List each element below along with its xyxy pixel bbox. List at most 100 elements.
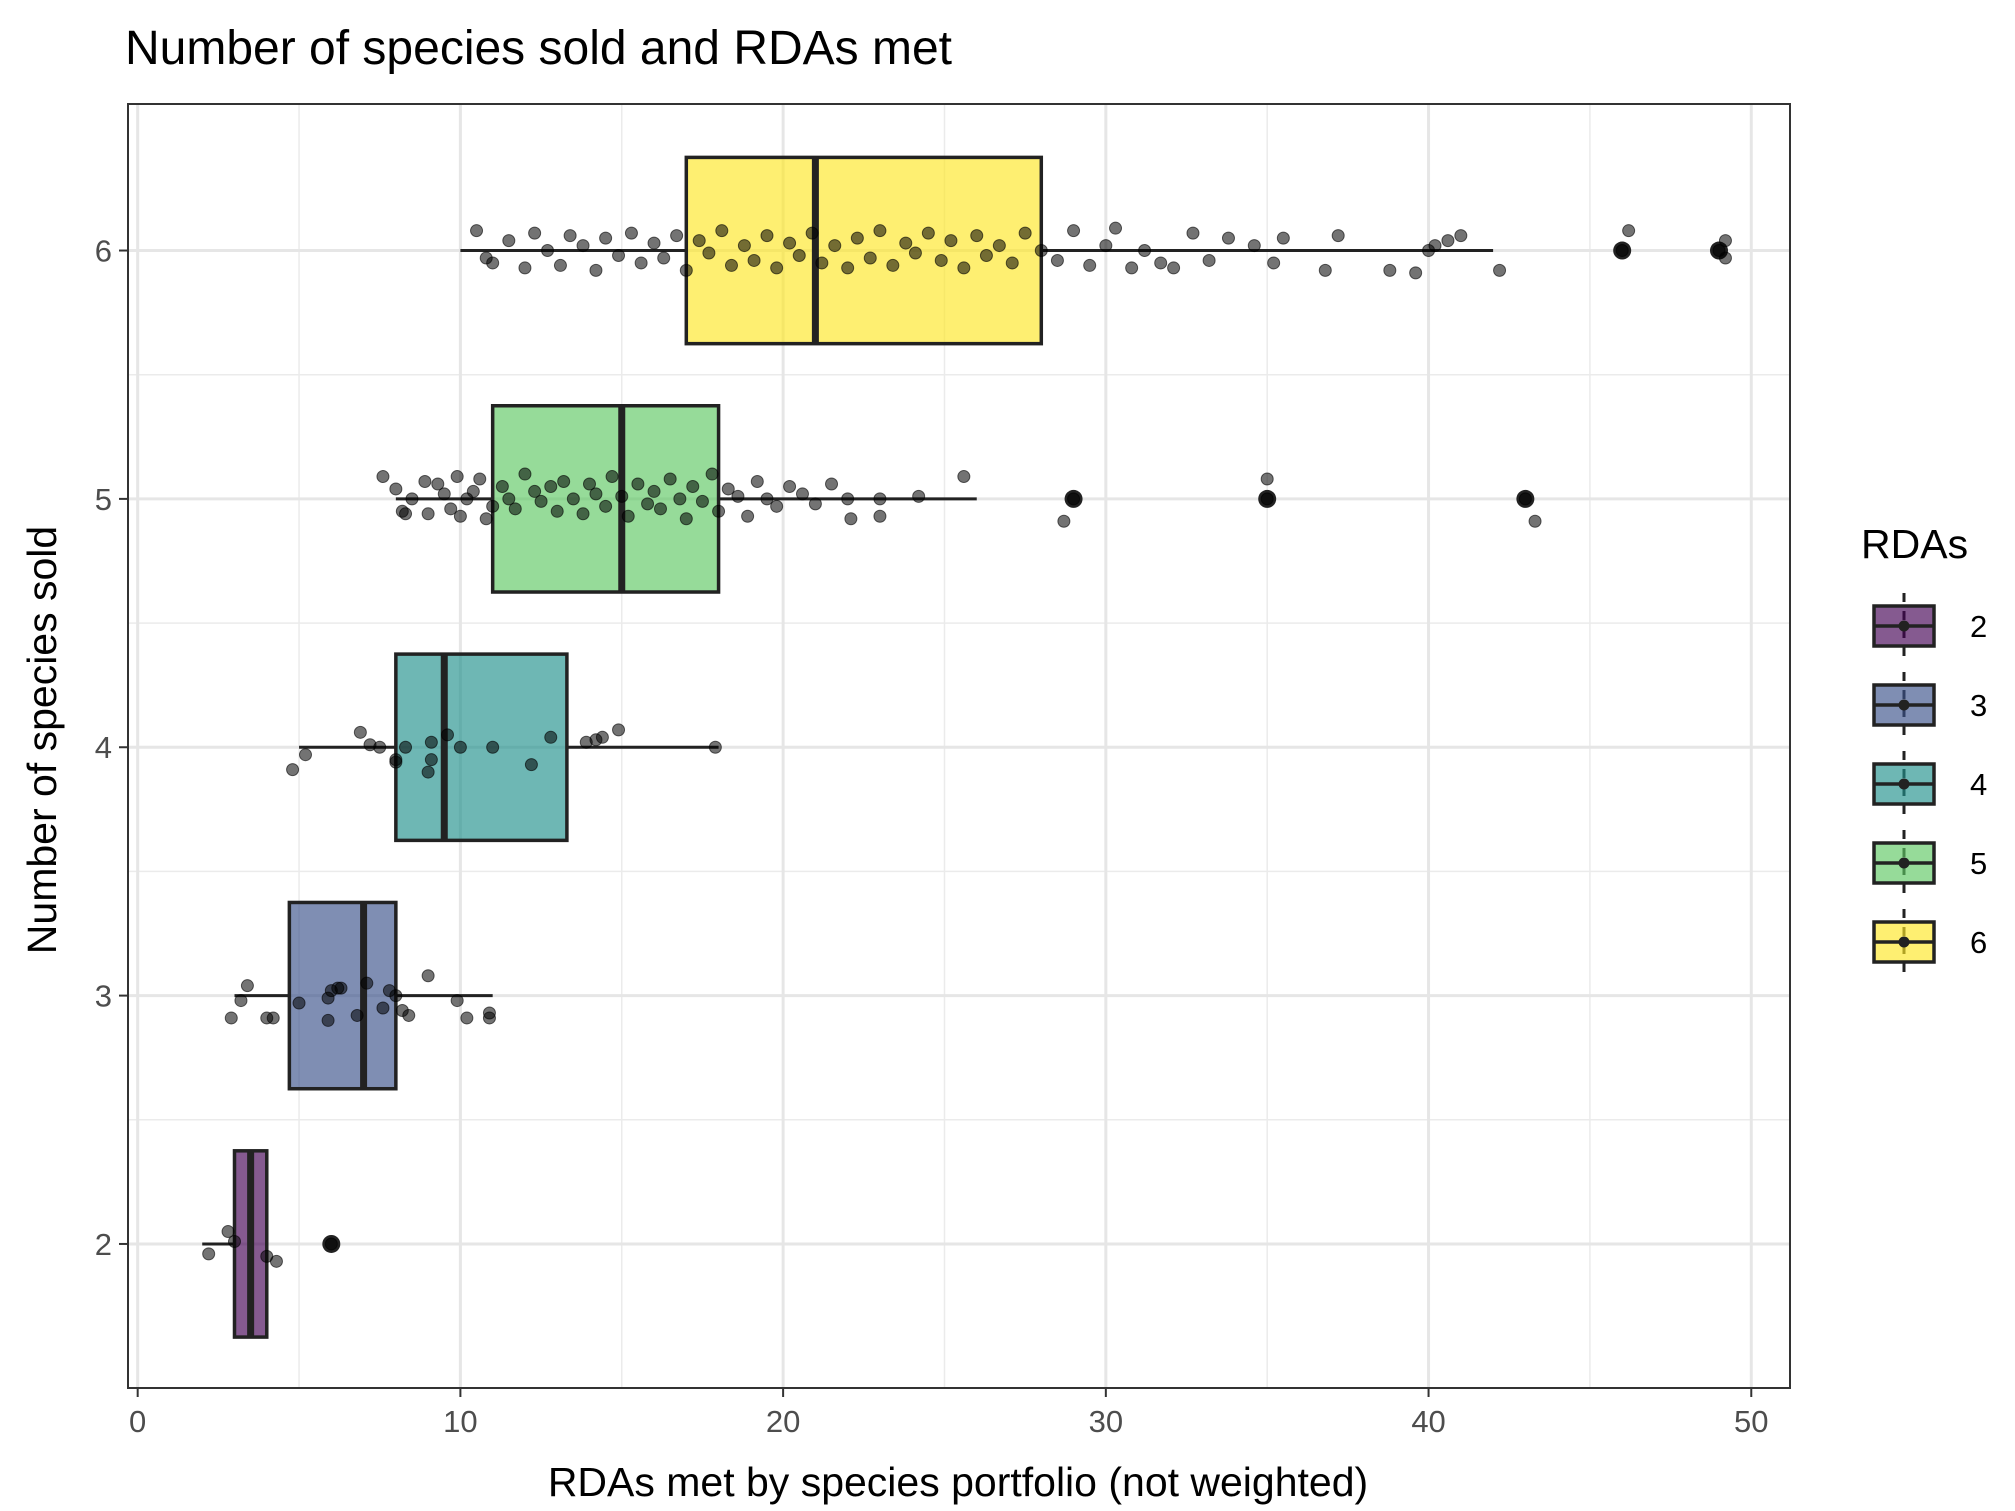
legend-key-point — [1898, 857, 1910, 869]
jitter-point — [737, 239, 751, 253]
jitter-point — [1331, 229, 1345, 243]
jitter-point — [741, 509, 755, 523]
jitter-point — [1718, 251, 1732, 265]
jitter-point — [550, 504, 564, 518]
jitter-point — [1057, 514, 1071, 528]
jitter-point — [805, 226, 819, 240]
jitter-point — [470, 224, 484, 238]
legend-key-point — [1898, 620, 1910, 632]
jitter-point — [373, 740, 387, 754]
jitter-point — [389, 989, 403, 1003]
jitter-point — [715, 224, 729, 238]
box-layer — [202, 155, 1729, 1339]
jitter-point — [376, 470, 390, 484]
jitter-point — [634, 256, 648, 270]
jitter-point — [389, 755, 403, 769]
jitter-point — [899, 236, 913, 250]
jitter-point — [321, 1013, 335, 1027]
jitter-point — [705, 467, 719, 481]
jitter-point — [1034, 244, 1048, 258]
jitter-point — [1154, 256, 1168, 270]
jitter-point — [624, 226, 638, 240]
x-tick-label: 10 — [443, 1404, 477, 1439]
jitter-point — [599, 499, 613, 513]
jitter-point — [486, 740, 500, 754]
jitter-point — [841, 261, 855, 275]
y-axis-title: Number of species sold — [19, 526, 65, 954]
jitter-point — [1718, 234, 1732, 248]
x-tick-label: 40 — [1411, 1404, 1445, 1439]
jitter-point — [724, 258, 738, 272]
legend-title: RDAs — [1861, 521, 1968, 567]
jitter-point — [599, 231, 613, 245]
jitter-point — [873, 224, 887, 238]
jitter-point — [350, 1008, 364, 1022]
point-layer — [202, 221, 1732, 1268]
jitter-point — [508, 502, 522, 516]
jitter-point — [479, 512, 493, 526]
jitter-point — [544, 730, 558, 744]
jitter-point — [399, 740, 413, 754]
box-group-4 — [299, 652, 719, 843]
jitter-point — [360, 976, 374, 990]
jitter-point — [747, 253, 761, 267]
jitter-point — [647, 484, 661, 498]
jitter-point — [708, 740, 722, 754]
jitter-point — [760, 229, 774, 243]
jitter-point — [1267, 256, 1281, 270]
legend-item-4: 4 — [1872, 751, 1987, 817]
jitter-point — [524, 758, 538, 772]
jitter-point — [589, 487, 603, 501]
jitter-point — [1202, 253, 1216, 267]
jitter-point — [450, 994, 464, 1008]
jitter-point — [792, 248, 806, 262]
x-tick-label: 30 — [1089, 1404, 1123, 1439]
jitter-point — [770, 261, 784, 275]
jitter-point — [234, 994, 248, 1008]
jitter-point — [679, 263, 693, 277]
jitter-point — [518, 261, 532, 275]
jitter-point — [1409, 266, 1423, 280]
x-tick-label: 0 — [129, 1404, 146, 1439]
legend-label: 3 — [1970, 688, 1987, 723]
jitter-point — [502, 234, 516, 248]
jitter-point — [647, 236, 661, 250]
box-3 — [287, 900, 398, 1091]
jitter-point — [873, 492, 887, 506]
jitter-point — [1276, 231, 1290, 245]
jitter-point — [770, 499, 784, 513]
jitter-point — [321, 991, 335, 1005]
legend-item-3: 3 — [1872, 672, 1987, 738]
jitter-point — [528, 226, 542, 240]
jitter-point — [353, 725, 367, 739]
jitter-point — [286, 763, 300, 777]
jitter-point — [576, 239, 590, 253]
legend-key-point — [1898, 778, 1910, 790]
jitter-point — [334, 981, 348, 995]
jitter-point — [566, 492, 580, 506]
legend-item-5: 5 — [1872, 830, 1987, 896]
jitter-point — [783, 479, 797, 493]
jitter-point — [1221, 231, 1235, 245]
jitter-point — [424, 753, 438, 767]
jitter-point — [1138, 244, 1152, 258]
jitter-point — [702, 246, 716, 260]
jitter-point — [825, 477, 839, 491]
jitter-point — [399, 507, 413, 521]
y-tick-label: 5 — [95, 482, 112, 517]
jitter-point — [202, 1247, 216, 1261]
jitter-point — [563, 229, 577, 243]
jitter-point — [1167, 261, 1181, 275]
jitter-point — [1005, 256, 1019, 270]
jitter-point — [695, 494, 709, 508]
jitter-point — [1260, 492, 1274, 506]
jitter-point — [1109, 221, 1123, 235]
jitter-point — [621, 509, 635, 523]
jitter-point — [692, 234, 706, 248]
jitter-point — [631, 477, 645, 491]
jitter-point — [612, 248, 626, 262]
jitter-point — [453, 740, 467, 754]
legend-label: 4 — [1970, 767, 1987, 802]
